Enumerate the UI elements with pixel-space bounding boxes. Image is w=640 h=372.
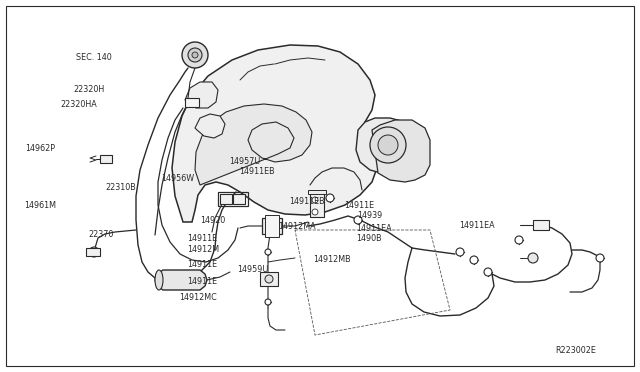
Circle shape [528,253,538,263]
Circle shape [265,249,271,255]
Bar [260,272,278,286]
Circle shape [89,247,99,257]
Bar [220,194,232,204]
Text: R223002E: R223002E [556,346,596,355]
Circle shape [515,236,523,244]
Circle shape [265,299,271,305]
Circle shape [182,42,208,68]
Polygon shape [372,120,430,182]
Ellipse shape [155,270,163,290]
Text: 14911EA: 14911EA [356,224,392,233]
Text: 14912MA: 14912MA [278,222,316,231]
Text: 1490B: 1490B [356,234,382,243]
Text: 14911EA: 14911EA [460,221,495,230]
Bar [533,220,549,230]
Circle shape [596,254,604,262]
Circle shape [484,268,492,276]
Bar [185,98,199,107]
Text: 14912M: 14912M [188,245,220,254]
Circle shape [312,209,318,215]
Bar [262,218,282,234]
Polygon shape [356,118,420,174]
Text: 14911EB: 14911EB [289,197,325,206]
Text: 14911E: 14911E [188,234,218,243]
Bar [265,215,279,237]
Bar [233,194,245,204]
Circle shape [312,197,318,203]
Circle shape [456,248,464,256]
Text: 14912MC: 14912MC [179,293,217,302]
Polygon shape [195,114,225,138]
Circle shape [326,194,334,202]
Text: 14911E: 14911E [188,260,218,269]
Text: 14911E: 14911E [188,277,218,286]
Circle shape [265,275,273,283]
Circle shape [370,127,406,163]
Polygon shape [172,45,378,222]
Bar [86,248,100,256]
Text: 14939: 14939 [357,211,382,220]
Text: 14920: 14920 [200,217,225,225]
Circle shape [354,216,362,224]
Text: 14962P: 14962P [26,144,56,153]
Polygon shape [195,104,312,185]
Text: 14959U: 14959U [237,265,268,274]
Bar [310,193,324,217]
Text: 22320H: 22320H [74,85,105,94]
Circle shape [470,256,478,264]
Bar [100,155,112,163]
Text: 14911E: 14911E [344,201,374,210]
Text: 22310B: 22310B [106,183,136,192]
Circle shape [188,48,202,62]
Text: 14961M: 14961M [24,201,56,210]
Text: SEC. 140: SEC. 140 [76,53,111,62]
Bar [218,192,248,206]
Text: 14911EB: 14911EB [239,167,275,176]
Text: 14957U: 14957U [229,157,260,166]
Bar [308,190,326,194]
Circle shape [265,275,271,281]
Text: 22370: 22370 [88,230,114,239]
Text: 14912MB: 14912MB [314,255,351,264]
Text: 14956W: 14956W [161,174,195,183]
Polygon shape [185,82,218,108]
Text: 22320HA: 22320HA [61,100,97,109]
Circle shape [192,52,198,58]
Circle shape [378,135,398,155]
Polygon shape [155,270,207,290]
